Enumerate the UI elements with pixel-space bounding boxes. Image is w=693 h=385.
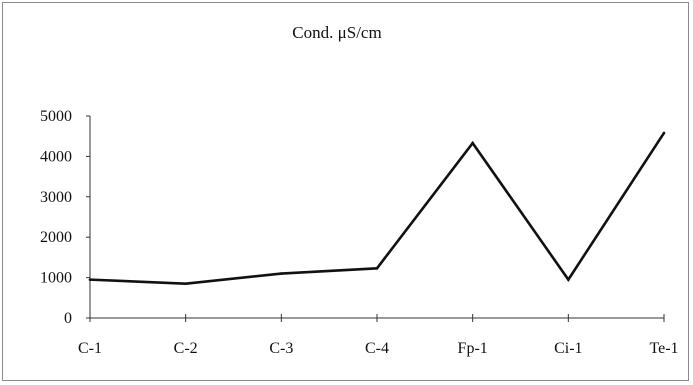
series-line (89, 132, 666, 285)
axes: 0 1000 2000 3000 4000 5000 C-1 C-2 C-3 C-4 Fp-1 Ci-… (40, 108, 679, 357)
x-tick-label: C-4 (365, 340, 389, 357)
series-group (88, 131, 666, 285)
x-tick-label: Fp-1 (458, 340, 488, 357)
data-point (375, 267, 379, 270)
data-point (662, 131, 666, 135)
y-tick-label: 5000 (40, 108, 72, 125)
y-tick-label: 4000 (40, 148, 72, 165)
data-point (88, 278, 92, 281)
x-tick-label: C-2 (174, 340, 198, 357)
data-point (280, 272, 283, 275)
y-tick-label: 2000 (40, 229, 72, 246)
x-tick-label: Ci-1 (554, 340, 582, 357)
y-tick-label: 3000 (40, 189, 72, 206)
x-tick-label: C-1 (78, 340, 102, 357)
data-point (567, 278, 570, 281)
data-point (471, 141, 474, 145)
y-tick-label: 1000 (40, 270, 72, 287)
x-tick-label: C-3 (269, 340, 293, 357)
data-point (184, 282, 187, 285)
chart-title: Cond. μS/cm (292, 23, 381, 42)
y-tick-label: 0 (64, 310, 72, 327)
x-tick-label: Te-1 (649, 340, 678, 357)
